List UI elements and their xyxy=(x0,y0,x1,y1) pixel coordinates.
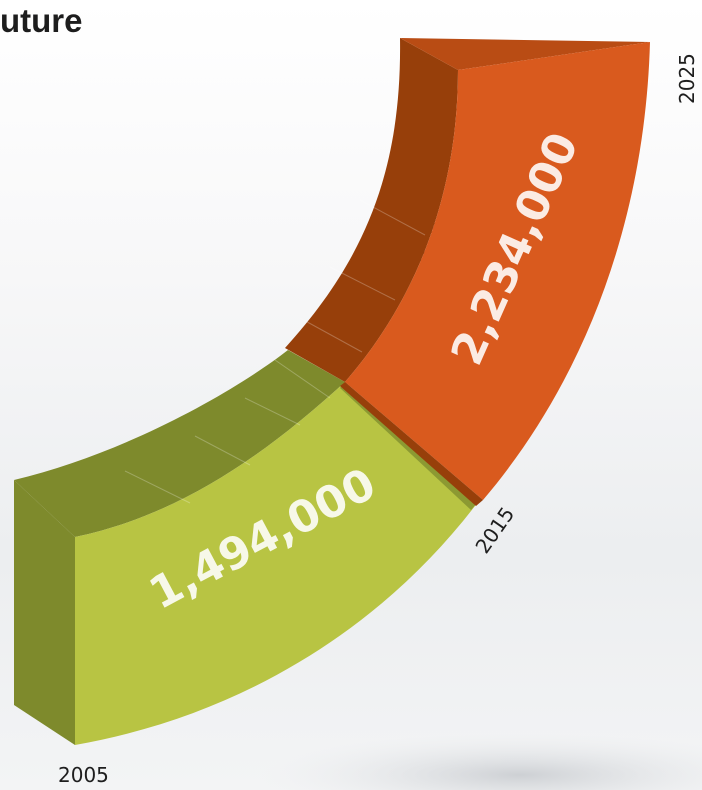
divider-line xyxy=(329,266,396,301)
segment-2015-2025 xyxy=(285,38,650,506)
orange-segment-edge xyxy=(340,382,483,506)
divider-line xyxy=(244,397,301,426)
green-segment-front-face xyxy=(75,382,478,745)
green-segment-inner-side xyxy=(14,350,345,537)
floor-shadow xyxy=(260,733,702,790)
orange-segment-front-face xyxy=(345,42,650,500)
divider-line xyxy=(299,317,363,353)
orange-segment-top-face xyxy=(400,38,650,70)
page-heading: uture xyxy=(0,2,83,39)
year-label-2015: 2015 xyxy=(470,502,519,557)
block-dividers xyxy=(124,199,426,504)
divider-line xyxy=(124,470,191,504)
divider-line xyxy=(274,359,331,399)
year-label-2025: 2025 xyxy=(675,53,699,104)
divider-line xyxy=(194,435,251,466)
green-segment-end-face xyxy=(14,480,75,745)
year-label-2005: 2005 xyxy=(58,763,109,787)
divider-line xyxy=(359,199,426,236)
orange-segment-inner-side xyxy=(285,38,458,382)
